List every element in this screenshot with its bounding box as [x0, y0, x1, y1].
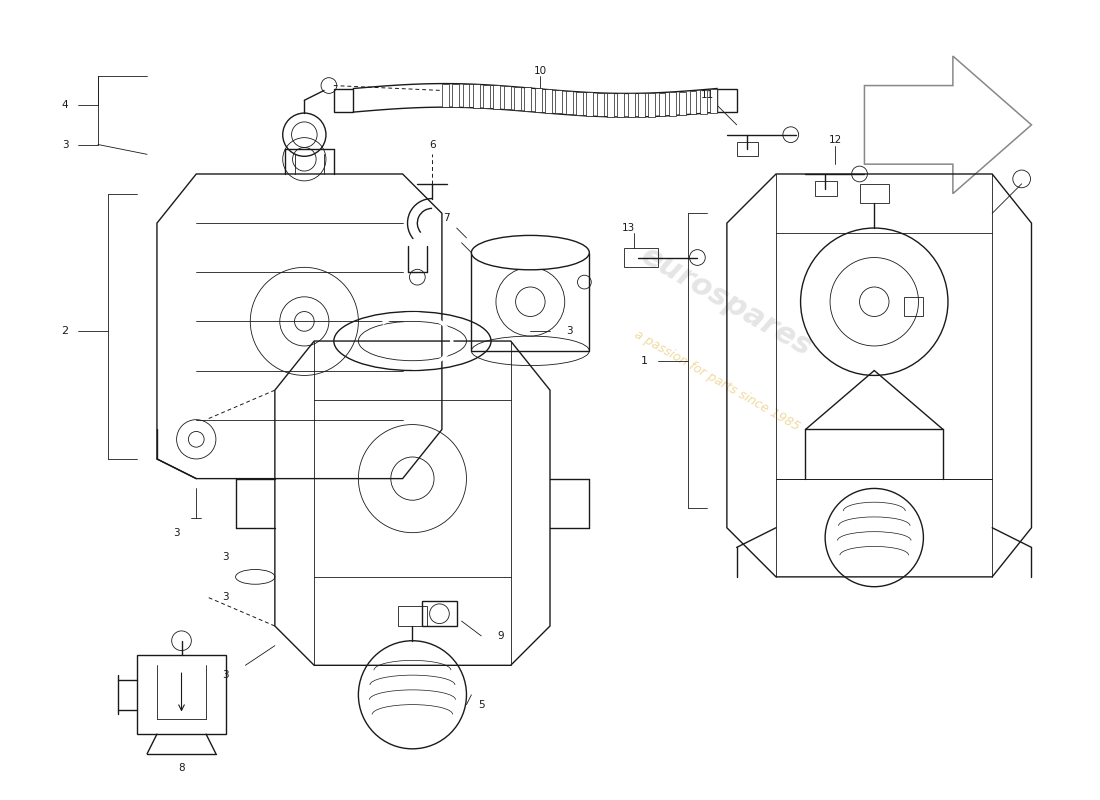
Bar — [648, 93, 656, 117]
Bar — [556, 90, 562, 114]
Bar — [638, 94, 645, 117]
Bar — [617, 94, 624, 117]
Bar — [700, 90, 706, 114]
Text: 3: 3 — [222, 552, 229, 562]
Bar — [711, 89, 717, 113]
Bar — [624, 248, 658, 267]
Bar — [737, 142, 758, 156]
Bar — [596, 93, 604, 116]
Bar — [462, 84, 470, 107]
Bar — [504, 86, 510, 110]
Bar — [442, 83, 449, 107]
Bar — [659, 93, 666, 116]
Bar — [473, 84, 480, 108]
Bar — [859, 184, 889, 203]
Bar — [607, 93, 614, 117]
Bar — [525, 87, 531, 111]
Text: 1: 1 — [641, 356, 648, 366]
Bar — [586, 92, 593, 116]
Bar — [472, 253, 590, 351]
Bar — [483, 85, 491, 108]
Text: 3: 3 — [566, 326, 573, 336]
Text: 7: 7 — [443, 214, 450, 223]
Bar — [815, 181, 837, 196]
Bar — [138, 655, 226, 734]
Bar — [535, 88, 541, 112]
Text: 12: 12 — [828, 134, 842, 145]
Bar — [628, 94, 635, 117]
Text: 3: 3 — [222, 670, 229, 680]
Text: 13: 13 — [621, 223, 635, 233]
Text: 4: 4 — [62, 100, 68, 110]
Bar — [717, 89, 737, 112]
Bar — [398, 606, 427, 626]
Bar — [333, 89, 353, 112]
Text: 6: 6 — [429, 139, 436, 150]
Text: 2: 2 — [62, 326, 68, 336]
Text: 11: 11 — [701, 90, 714, 100]
Bar — [422, 602, 456, 626]
Text: a passion for parts since 1985: a passion for parts since 1985 — [632, 327, 802, 433]
Bar — [452, 84, 459, 107]
Bar — [576, 91, 583, 115]
Text: 5: 5 — [477, 700, 484, 710]
Text: 8: 8 — [178, 763, 185, 774]
Bar — [514, 86, 521, 110]
Text: 3: 3 — [222, 591, 229, 602]
Bar — [690, 91, 696, 114]
Ellipse shape — [472, 235, 590, 270]
Bar — [565, 90, 573, 114]
Bar — [669, 92, 675, 116]
Text: 9: 9 — [497, 631, 504, 641]
Bar — [494, 86, 501, 109]
Text: eurospares: eurospares — [636, 241, 817, 362]
Text: 3: 3 — [174, 528, 180, 538]
Bar — [904, 297, 923, 317]
Bar — [546, 90, 552, 113]
Bar — [679, 92, 686, 115]
Text: 3: 3 — [62, 139, 68, 150]
Text: 10: 10 — [534, 66, 547, 76]
